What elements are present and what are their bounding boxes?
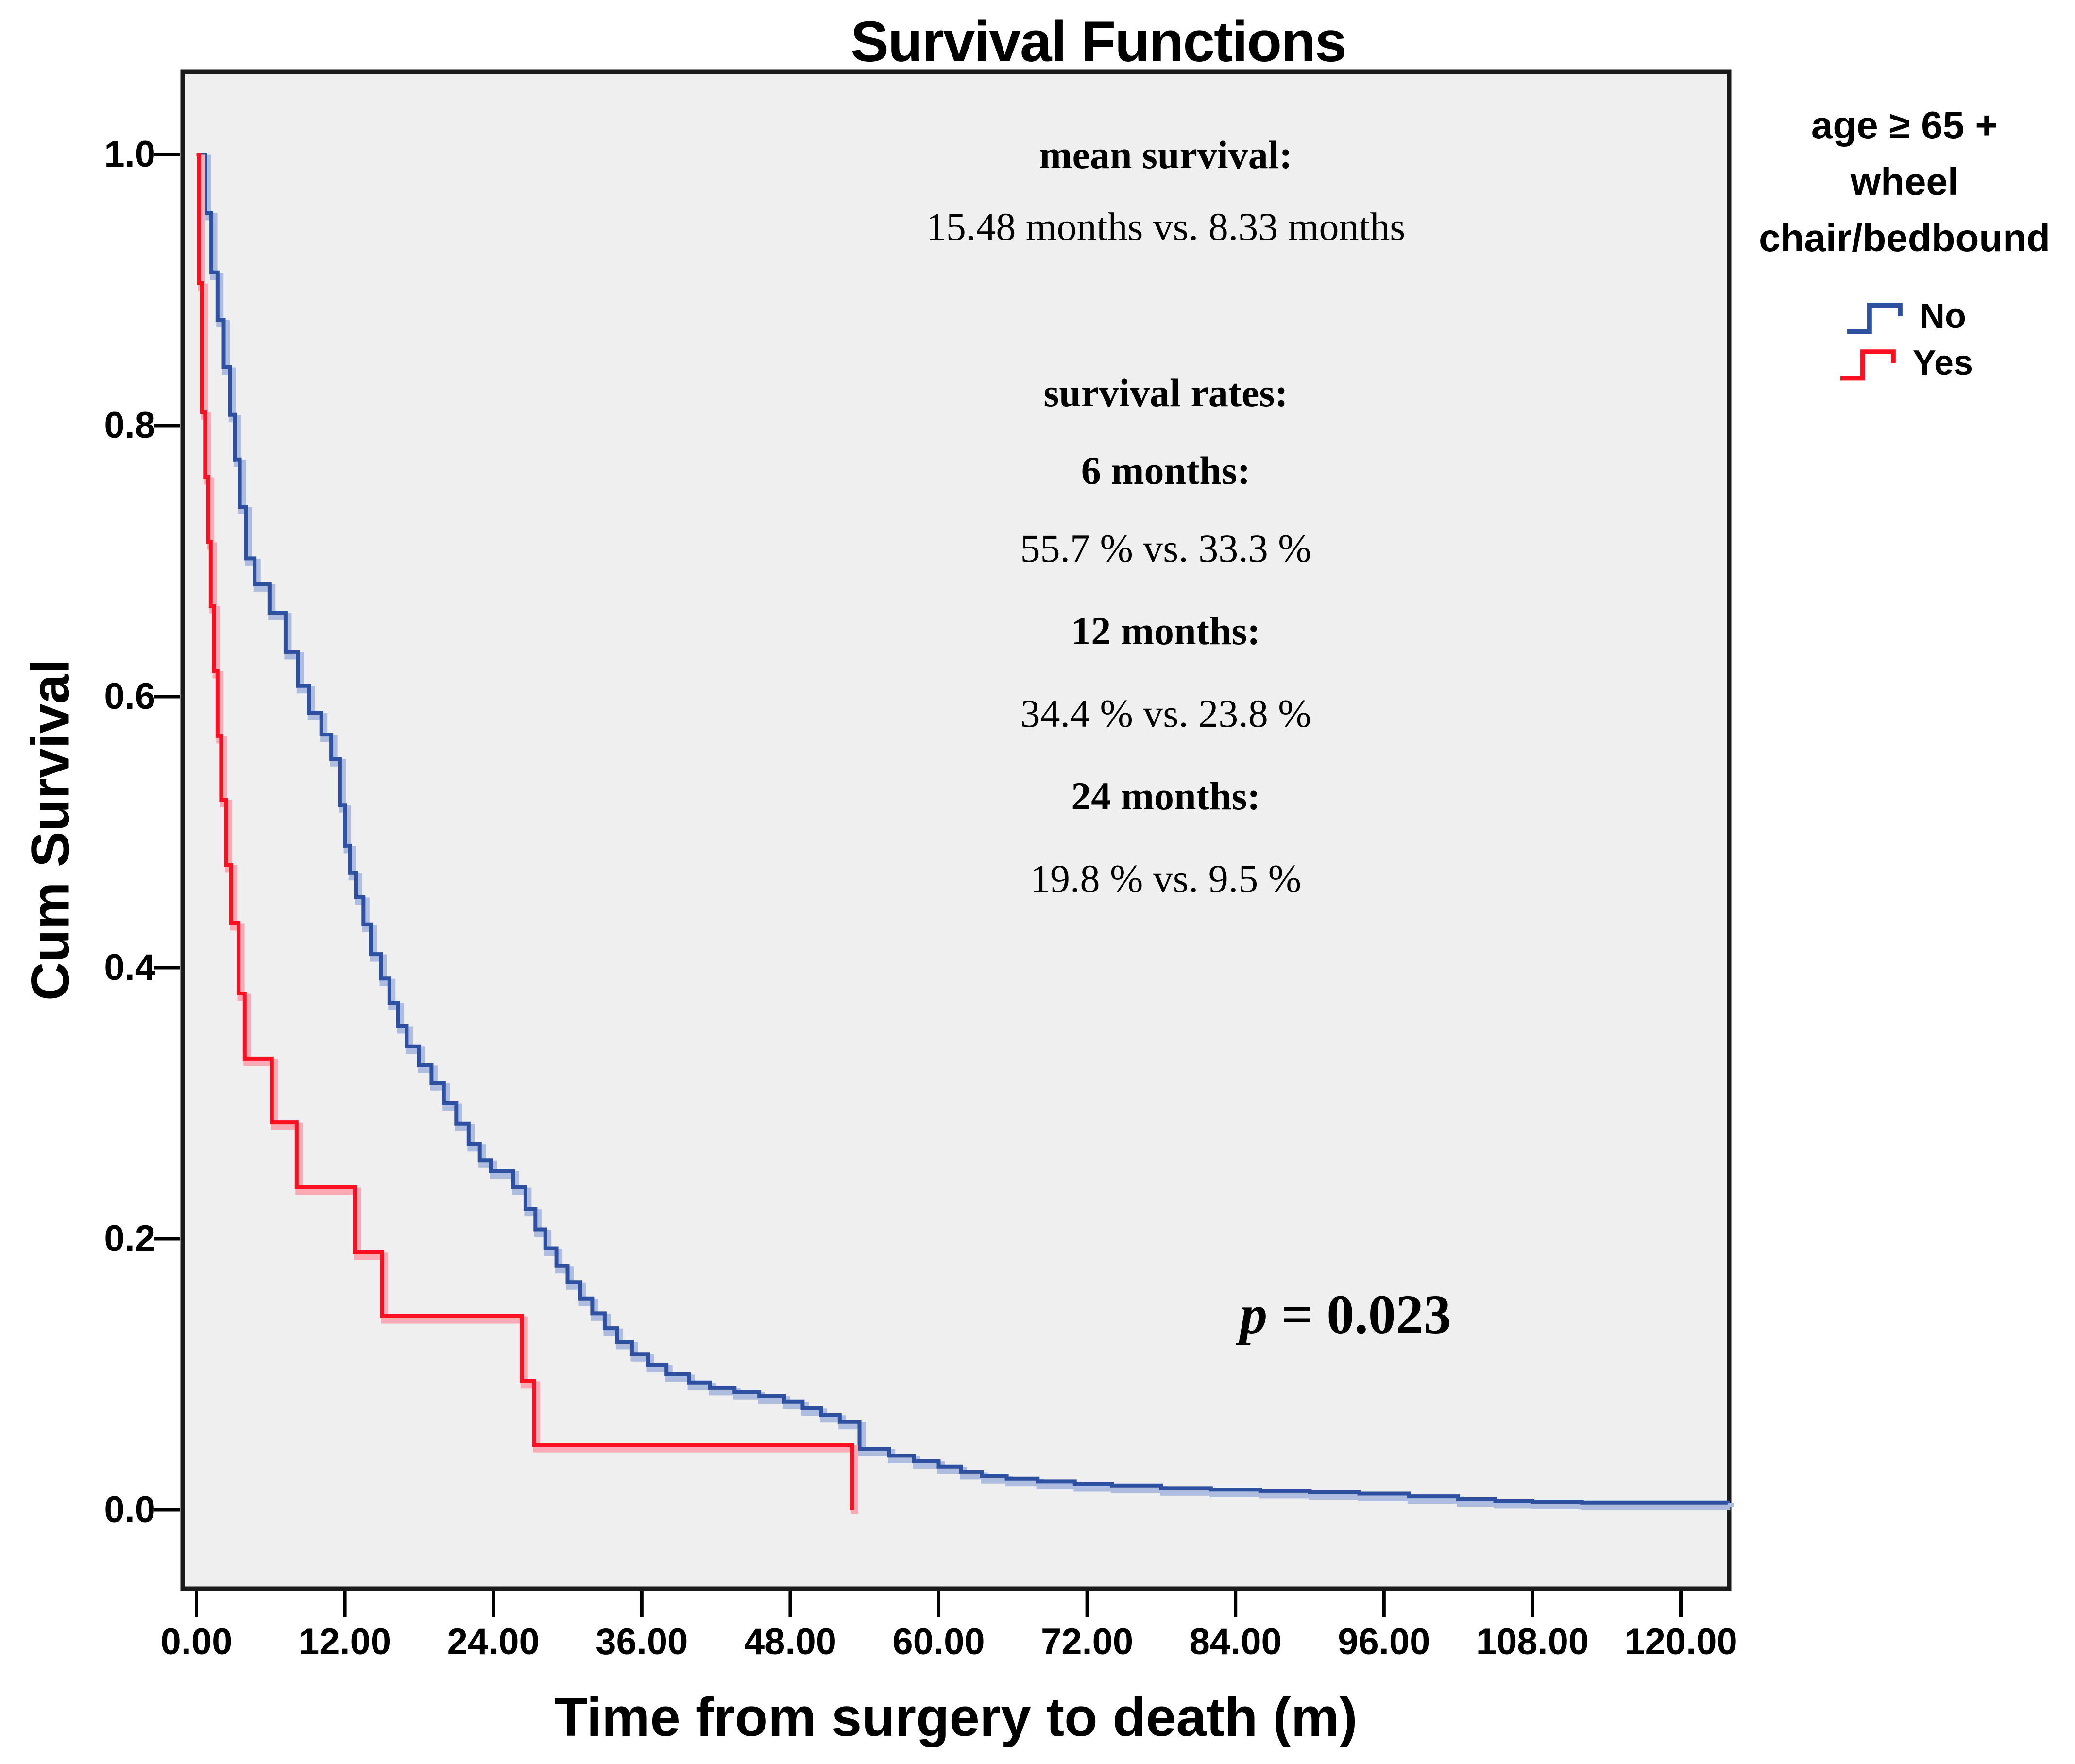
legend-entry-yes: Yes bbox=[1836, 342, 1973, 384]
annotation-6-months-value: 55.7 % vs. 33.3 % bbox=[1020, 526, 1311, 570]
annotation-mean-survival-value: 15.48 months vs. 8.33 months bbox=[926, 205, 1406, 249]
survival-curves bbox=[196, 153, 1734, 1514]
y-tick-label: 0.4 bbox=[104, 947, 155, 988]
y-tick-label: 0.8 bbox=[104, 405, 155, 446]
x-tick-label: 96.00 bbox=[1338, 1621, 1430, 1662]
y-tick-label: 0.0 bbox=[104, 1489, 155, 1530]
annotation-24-months-value: 19.8 % vs. 9.5 % bbox=[1030, 856, 1302, 901]
x-tick-label: 120.00 bbox=[1624, 1621, 1737, 1662]
annotation-12-months-value: 34.4 % vs. 23.8 % bbox=[1020, 691, 1311, 736]
legend-entry-label: No bbox=[1920, 297, 1966, 336]
x-axis-title: Time from surgery to death (m) bbox=[554, 1687, 1358, 1747]
x-tick-label: 48.00 bbox=[744, 1621, 836, 1662]
p-value-symbol: p bbox=[1240, 1284, 1268, 1345]
plot-area bbox=[180, 69, 1732, 1591]
km-curve-yes bbox=[196, 153, 854, 1510]
legend-entry-no: No bbox=[1843, 295, 1966, 337]
x-tick-label: 108.00 bbox=[1476, 1621, 1589, 1662]
x-tick-label: 0.00 bbox=[160, 1621, 233, 1662]
legend-title: age ≥ 65 + wheel chair/bedbound bbox=[1759, 103, 2050, 259]
legend-step-icon bbox=[1847, 303, 1903, 334]
annotation-6-months-header: 6 months: bbox=[1081, 448, 1251, 493]
p-value: p = 0.023 bbox=[1151, 1283, 1540, 1347]
legend-entries: No Yes bbox=[1734, 295, 2075, 384]
x-tick-label: 12.00 bbox=[299, 1621, 391, 1662]
annotation-12-months-header: 12 months: bbox=[1071, 609, 1260, 653]
x-tick-label: 84.00 bbox=[1189, 1621, 1282, 1662]
axis-ticks bbox=[154, 153, 1683, 1617]
y-tick-label: 1.0 bbox=[104, 134, 155, 175]
x-tick-label: 72.00 bbox=[1041, 1621, 1134, 1662]
annotation-block: mean survival: 15.48 months vs. 8.33 mon… bbox=[680, 0, 1651, 972]
y-tick-label: 0.6 bbox=[104, 676, 155, 717]
legend: age ≥ 65 + wheel chair/bedbound No Yes bbox=[1734, 97, 2075, 384]
legend-step-glyph bbox=[1847, 303, 1903, 334]
legend-step-glyph bbox=[1840, 349, 1896, 381]
annotation-survival-rates-header: survival rates: bbox=[1043, 371, 1288, 415]
chart-title: Survival Functions bbox=[850, 10, 1347, 74]
p-value-rest: = 0.023 bbox=[1267, 1284, 1451, 1345]
x-tick-label: 24.00 bbox=[447, 1621, 540, 1662]
km-curve-no bbox=[196, 153, 1730, 1505]
x-tick-label: 36.00 bbox=[595, 1621, 688, 1662]
annotation-mean-survival-header: mean survival: bbox=[1039, 133, 1293, 177]
legend-step-icon bbox=[1840, 349, 1896, 381]
legend-entry-label: Yes bbox=[1912, 343, 1973, 382]
y-tick-label: 0.2 bbox=[104, 1218, 155, 1259]
y-axis-title: Cum Survival bbox=[20, 659, 81, 1001]
annotation-24-months-header: 24 months: bbox=[1071, 774, 1260, 818]
x-tick-label: 60.00 bbox=[892, 1621, 985, 1662]
